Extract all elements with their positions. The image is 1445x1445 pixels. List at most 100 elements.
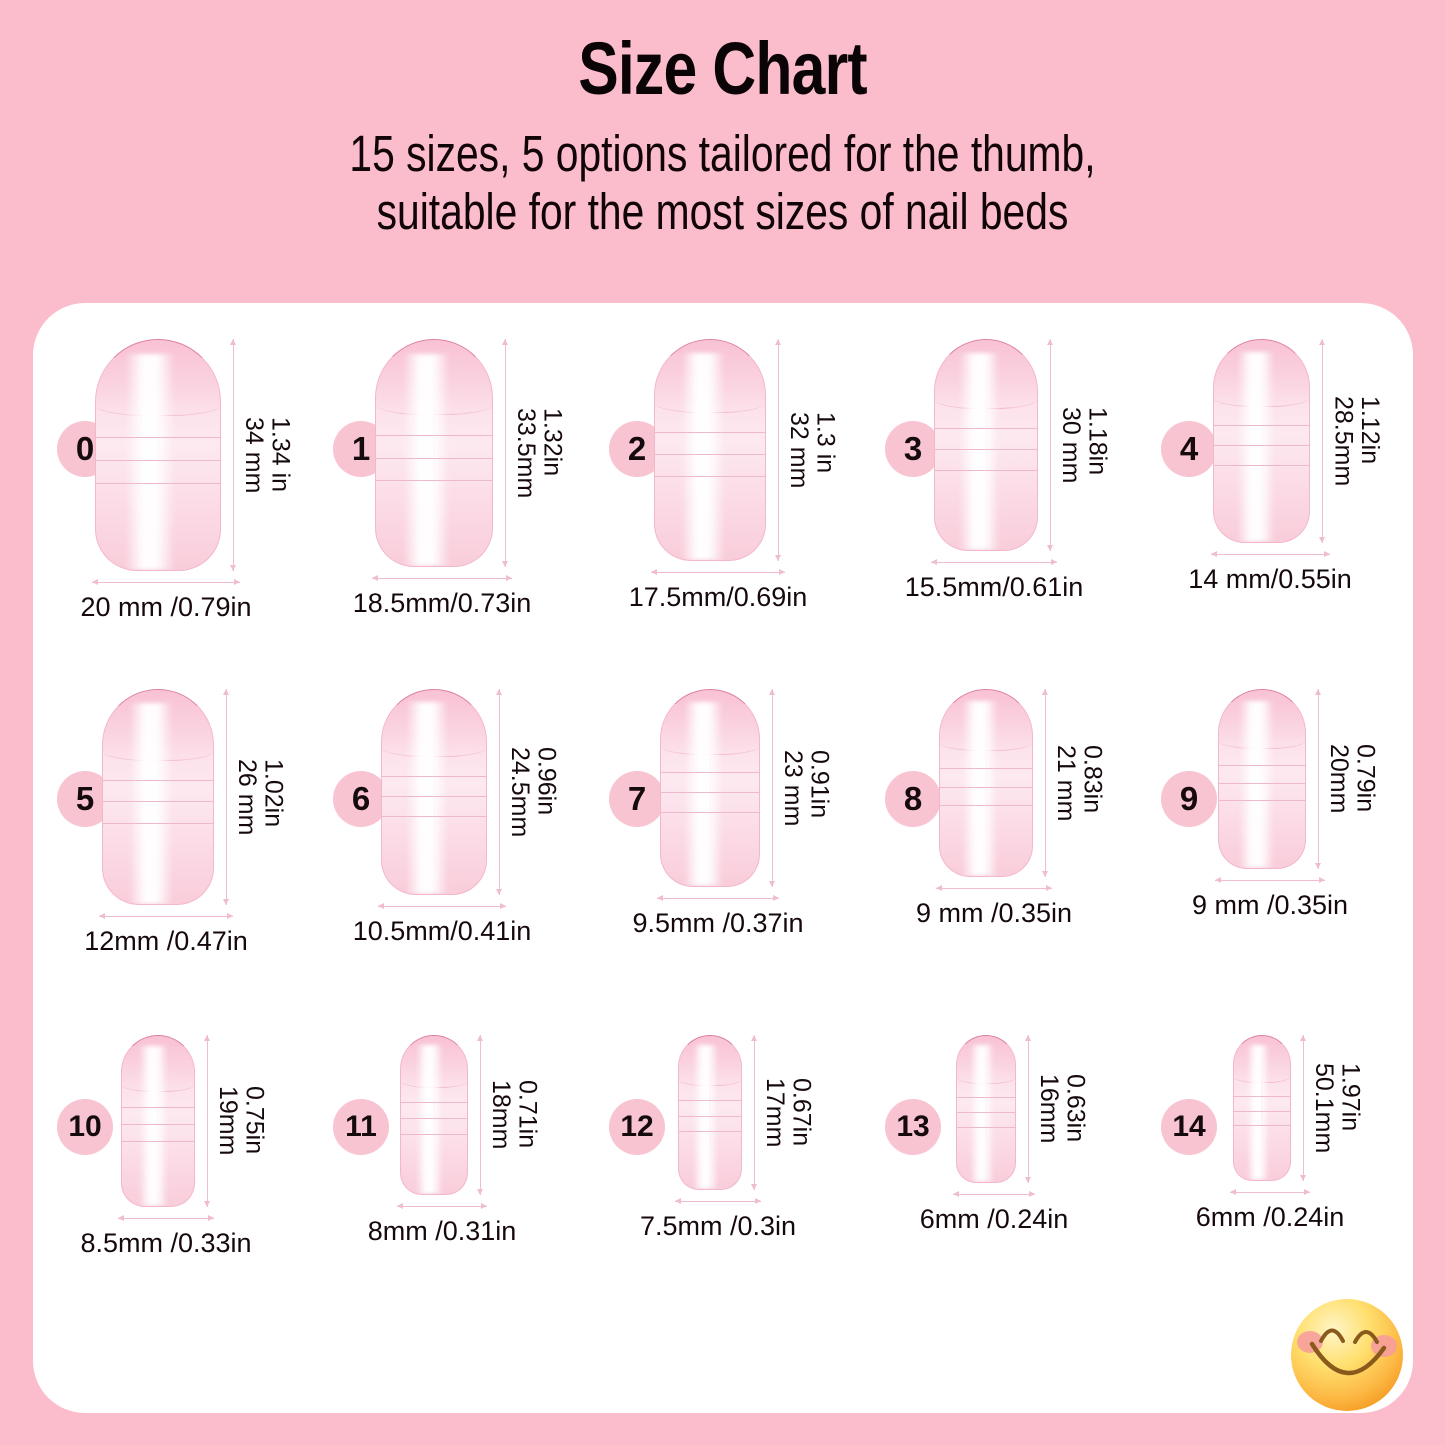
nail-shape-icon: [94, 339, 221, 571]
nail-guide-line-2: [956, 1111, 1015, 1113]
nail-with-vdim: 1.32in 33.5mm: [374, 339, 567, 567]
size-cell-0[interactable]: 0 1.34 in 34 mm 20 mm /0.79in: [33, 321, 309, 671]
length-inches: 0.96in: [532, 746, 561, 815]
size-row: 10 0.75in 19mm 8.5mm /0.33in 11 0.71in 18mm 8mm…: [33, 1021, 1413, 1311]
nail-sheen: [416, 1045, 443, 1194]
length-dimension: 1.3 in 32 mm: [774, 339, 840, 561]
size-cell-13[interactable]: 13 0.63in 16mm 6mm /0.24in: [861, 1021, 1137, 1311]
length-dimension-line: [750, 1035, 757, 1190]
width-dimension-line: [1215, 877, 1325, 883]
size-cell-12[interactable]: 12 0.67in 17mm 7.5mm /0.3in: [585, 1021, 861, 1311]
size-cell-7[interactable]: 7 0.91in 23 mm 9.5mm /0.37in: [585, 671, 861, 1021]
nail-guide-line-3: [375, 480, 492, 482]
subtitle-line-1: 15 sizes, 5 options tailored for the thu…: [349, 125, 1096, 182]
nail-sheen: [1239, 700, 1274, 868]
nail-form-8: 0.83in 21 mm 9 mm /0.35in: [916, 689, 1115, 929]
width-dimension: 8.5mm /0.33in: [80, 1207, 252, 1259]
length-dimension: 0.71in 18mm: [476, 1035, 542, 1195]
size-badge-8[interactable]: 8: [885, 771, 941, 827]
nail-guide-line-1: [1218, 764, 1305, 766]
width-dimension-line: [657, 895, 779, 901]
length-inches: 0.63in: [1061, 1074, 1090, 1143]
length-inches: 1.02in: [259, 758, 288, 827]
size-grid: 0 1.34 in 34 mm 20 mm /0.79in 1 1.32in 33.5mm 1…: [33, 321, 1413, 1311]
nail-with-vdim: 1.12in 28.5mm: [1213, 339, 1384, 543]
length-dimension: 1.34 in 34 mm: [229, 339, 295, 571]
length-dimension: 0.67in 17mm: [750, 1035, 816, 1190]
nail-guide-line-2: [400, 1118, 467, 1120]
width-dimension: 12mm /0.47in: [84, 905, 248, 957]
nail-guide-line-3: [678, 1130, 741, 1132]
length-inches: 1.32in: [538, 407, 567, 476]
size-badge-7[interactable]: 7: [609, 771, 665, 827]
size-badge-6[interactable]: 6: [333, 771, 389, 827]
size-badge-9[interactable]: 9: [1161, 771, 1217, 827]
nail-shape-icon: [955, 1035, 1016, 1183]
size-badge-12[interactable]: 12: [609, 1099, 665, 1155]
length-dimension-label: 0.79in 20mm: [1325, 744, 1380, 813]
nail-guide-line-2: [381, 796, 486, 798]
size-cell-2[interactable]: 2 1.3 in 32 mm 17.5mm/0.69in: [585, 321, 861, 671]
size-cell-1[interactable]: 1 1.32in 33.5mm 18.5mm/0.73in: [309, 321, 585, 671]
size-cell-10[interactable]: 10 0.75in 19mm 8.5mm /0.33in: [33, 1021, 309, 1311]
length-dimension-label: 1.32in 33.5mm: [512, 407, 567, 499]
nail-guide-line-2: [1233, 1110, 1290, 1112]
width-dimension-line: [397, 1203, 487, 1209]
length-dimension: 1.18in 30 mm: [1046, 339, 1112, 551]
length-millimeters: 23 mm: [779, 749, 807, 827]
nail-sheen: [1236, 352, 1275, 542]
nail-sheen: [961, 701, 999, 876]
size-cell-4[interactable]: 4 1.12in 28.5mm 14 mm/0.55in: [1137, 321, 1413, 671]
nail-guide-line-2: [102, 801, 213, 803]
width-dimension-label: 8mm /0.31in: [367, 1216, 517, 1246]
nail-with-vdim: 1.02in 26 mm: [101, 689, 288, 905]
nail-with-vdim: 1.18in 30 mm: [933, 339, 1112, 551]
nail-guide-line-3: [1218, 800, 1305, 802]
size-cell-14[interactable]: 14 1.97in 50.1mm 6mm /0.24in: [1137, 1021, 1413, 1311]
length-millimeters: 26 mm: [233, 758, 261, 836]
width-dimension-label: 9 mm /0.35in: [1191, 890, 1349, 920]
nail-guide-line-2: [121, 1124, 194, 1126]
size-cell-11[interactable]: 11 0.71in 18mm 8mm /0.31in: [309, 1021, 585, 1311]
nail-sheen: [138, 1046, 168, 1206]
length-dimension-line: [495, 689, 502, 895]
nail-form-0: 1.34 in 34 mm 20 mm /0.79in: [80, 339, 303, 623]
size-badge-13[interactable]: 13: [885, 1099, 941, 1155]
size-badge-14[interactable]: 14: [1161, 1099, 1217, 1155]
nail-guide-line-1: [934, 428, 1037, 430]
nail-form-2: 1.3 in 32 mm 17.5mm/0.69in: [629, 339, 848, 613]
width-dimension-label: 18.5mm/0.73in: [352, 588, 532, 618]
length-dimension: 1.32in 33.5mm: [501, 339, 567, 567]
nail-shape-icon: [938, 689, 1033, 877]
size-cell-9[interactable]: 9 0.79in 20mm 9 mm /0.35in: [1137, 671, 1413, 1021]
nail-guide-line-3: [934, 470, 1037, 472]
width-dimension: 9 mm /0.35in: [916, 877, 1072, 929]
size-badge-4[interactable]: 4: [1161, 421, 1217, 477]
size-badge-3[interactable]: 3: [885, 421, 941, 477]
size-badge-10[interactable]: 10: [57, 1099, 113, 1155]
length-dimension-line: [1299, 1035, 1306, 1181]
length-dimension-label: 0.71in 18mm: [487, 1080, 542, 1149]
length-dimension: 1.12in 28.5mm: [1319, 339, 1384, 543]
size-badge-11[interactable]: 11: [333, 1099, 389, 1155]
width-dimension-label: 20 mm /0.79in: [80, 592, 252, 622]
nail-guide-line-1: [102, 779, 213, 781]
nail-guide-line-2: [678, 1115, 741, 1117]
length-millimeters: 33.5mm: [512, 407, 540, 499]
size-cell-6[interactable]: 6 0.96in 24.5mm 10.5mm/0.41in: [309, 671, 585, 1021]
nail-guide-line-2: [1214, 445, 1309, 447]
size-cell-3[interactable]: 3 1.18in 30 mm 15.5mm/0.61in: [861, 321, 1137, 671]
length-dimension-label: 0.96in 24.5mm: [506, 746, 561, 838]
size-cell-5[interactable]: 5 1.02in 26 mm 12mm /0.47in: [33, 671, 309, 1021]
length-inches: 0.75in: [240, 1086, 269, 1155]
nail-shape-icon: [374, 339, 493, 567]
length-millimeters: 24.5mm: [506, 746, 534, 838]
nail-guide-line-3: [381, 816, 486, 818]
nail-with-vdim: 0.71in 18mm: [399, 1035, 542, 1195]
size-cell-8[interactable]: 8 0.83in 21 mm 9 mm /0.35in: [861, 671, 1137, 1021]
length-millimeters: 50.1mm: [1310, 1062, 1338, 1154]
width-dimension-label: 8.5mm /0.33in: [80, 1228, 252, 1258]
nail-guide-line-1: [1214, 424, 1309, 426]
nail-sheen: [125, 353, 175, 570]
nail-guide-line-3: [660, 811, 759, 813]
